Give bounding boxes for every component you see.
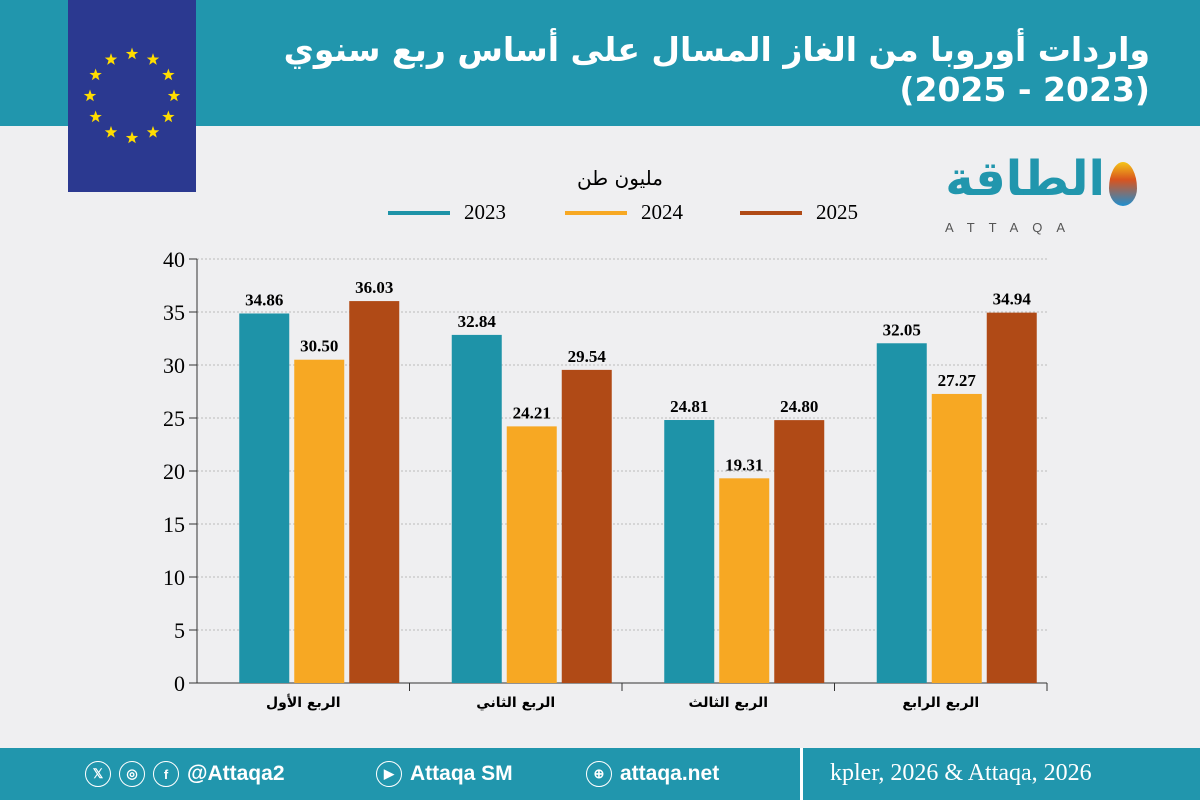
logo-latin: ATTAQA — [945, 220, 1080, 235]
star-icon — [146, 125, 160, 138]
y-tick-label: 35 — [163, 300, 185, 325]
y-tick-label: 40 — [163, 247, 185, 272]
star-icon — [167, 89, 181, 102]
legend-2025: 2025 — [740, 200, 858, 225]
star-icon — [104, 53, 118, 65]
x-tick-label: الربع الثالث — [688, 695, 768, 711]
bar-2025 — [986, 312, 1037, 683]
star-icon — [162, 110, 175, 123]
y-tick-label: 5 — [174, 618, 185, 643]
facebook-icon[interactable]: f — [153, 761, 179, 787]
data-label: 24.81 — [670, 397, 708, 416]
footer: 𝕏 ◎ f @Attaqa2 ▶ Attaqa SM ⊕ attaqa.net … — [0, 748, 1200, 800]
eu-stars-icon — [83, 47, 181, 144]
instagram-icon[interactable]: ◎ — [119, 761, 145, 787]
legend-swatch — [388, 210, 450, 215]
eu-flag — [68, 0, 196, 192]
data-label: 36.03 — [355, 278, 393, 297]
star-icon — [125, 131, 139, 144]
bar-2023 — [451, 334, 502, 683]
star-icon — [125, 47, 139, 60]
website-link[interactable]: ⊕ attaqa.net — [586, 761, 719, 787]
legend-swatch — [740, 210, 802, 215]
x-tick-label: الربع الأول — [266, 694, 341, 711]
star-icon — [162, 68, 175, 81]
y-tick-label: 10 — [163, 565, 185, 590]
y-axis-unit: مليون طن — [577, 166, 663, 190]
footer-divider — [800, 748, 803, 800]
star-icon — [104, 125, 118, 138]
data-label: 32.05 — [883, 320, 921, 339]
star-icon — [89, 110, 102, 123]
page-title: واردات أوروبا من الغاز المسال على أساس ر… — [283, 30, 1150, 109]
bar-2024 — [294, 359, 345, 683]
data-label: 34.86 — [245, 290, 283, 309]
data-label: 30.50 — [300, 337, 338, 356]
youtube-link[interactable]: ▶ Attaqa SM — [376, 761, 513, 787]
youtube-icon: ▶ — [376, 761, 402, 787]
star-icon — [89, 68, 102, 81]
handle-text[interactable]: @Attaqa2 — [187, 762, 285, 785]
bar-2024 — [719, 478, 770, 683]
source-text: kpler, 2026 & Attaqa, 2026 — [830, 760, 1092, 786]
data-label: 29.54 — [568, 347, 607, 366]
bar-2025 — [349, 301, 400, 683]
star-icon — [146, 53, 160, 65]
legend-swatch — [565, 210, 627, 215]
y-tick-label: 20 — [163, 459, 185, 484]
bar-chart: 0 5 10 15 20 25 30 35 40 الربع الأول 34.86 30.50 36.… — [163, 247, 1048, 711]
y-tick-label: 25 — [163, 406, 185, 431]
x-tick-label: الربع الثاني — [476, 695, 555, 711]
bar-2023 — [876, 343, 927, 683]
social-handle: 𝕏 ◎ f @Attaqa2 — [85, 761, 285, 787]
drop-icon — [1109, 162, 1137, 206]
bar-2024 — [931, 393, 982, 683]
bar-2025 — [774, 420, 825, 683]
bar-2025 — [561, 369, 612, 683]
bar-2023 — [664, 420, 715, 683]
data-label: 34.94 — [993, 290, 1032, 309]
star-icon — [83, 89, 97, 102]
globe-icon: ⊕ — [586, 761, 612, 787]
attaqa-logo: الطاقة ATTAQA — [935, 150, 1155, 245]
bar-2023 — [239, 313, 290, 683]
legend-2024: 2024 — [565, 200, 683, 225]
bar-2024 — [506, 426, 557, 683]
legend-2023: 2023 — [388, 200, 506, 225]
header-band: واردات أوروبا من الغاز المسال على أساس ر… — [0, 0, 1200, 126]
y-tick-label: 15 — [163, 512, 185, 537]
data-label: 24.80 — [780, 397, 818, 416]
x-tick-label: الربع الرابع — [902, 695, 979, 711]
data-label: 19.31 — [725, 455, 763, 474]
data-label: 27.27 — [938, 371, 977, 390]
y-tick-label: 0 — [174, 671, 185, 696]
logo-arabic: الطاقة — [945, 151, 1105, 207]
data-label: 24.21 — [513, 403, 551, 422]
data-label: 32.84 — [458, 312, 497, 331]
y-tick-label: 30 — [163, 353, 185, 378]
x-icon[interactable]: 𝕏 — [85, 761, 111, 787]
